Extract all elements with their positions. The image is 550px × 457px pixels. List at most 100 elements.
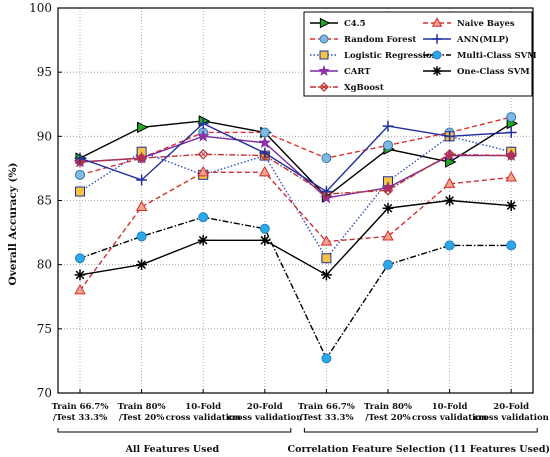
series-4-point-6-shape (444, 148, 455, 160)
legend-label-4: XgBoost (344, 83, 384, 93)
series-6-point-0 (74, 152, 86, 164)
series-6-point-5 (382, 120, 394, 132)
series-5-point-0 (74, 283, 86, 295)
legend-marker-4-shape (319, 82, 329, 92)
group-bracket-1 (303, 428, 538, 433)
legend-marker-8 (432, 66, 442, 76)
y-tick-label-1: 75 (37, 322, 52, 336)
series-4-point-2-cross (200, 151, 206, 157)
legend-label-8: One-Class SVM (457, 67, 530, 77)
series-4-point-5-cross (385, 187, 391, 193)
series-line-5 (79, 171, 512, 291)
legend-marker-7 (432, 50, 442, 60)
x-axis-ticks: Train 66.7%/Test 33.3%Train 80%/Test 20%… (52, 389, 549, 423)
y-tick-label-2: 80 (37, 258, 52, 272)
series-0-point-1 (137, 121, 149, 134)
legend-marker-5 (431, 17, 443, 27)
legend-marker-1 (319, 34, 329, 44)
series-8-point-7 (505, 200, 517, 212)
series-1-point-0 (75, 169, 85, 180)
series-7-point-0 (75, 253, 85, 264)
x-tick-label-5-0: Train 80% (364, 402, 412, 412)
y-tick-label-3: 85 (37, 194, 52, 208)
series-4-point-5-shape (382, 184, 394, 196)
y-axis-ticks: 70 75 80 85 90 95 100 (29, 1, 62, 400)
series-7-point-3 (259, 223, 270, 234)
legend-marker-2 (319, 50, 329, 60)
legend-marker-3 (318, 65, 330, 76)
legend-item-8: One-Class SVM (423, 66, 530, 77)
series-7-point-6 (444, 240, 455, 251)
series-7-point-1 (136, 231, 147, 242)
series-6-point-4 (321, 186, 332, 197)
series-6-point-7 (505, 127, 517, 138)
series-2-point-4 (321, 253, 332, 264)
legend-label-7: Multi-Class SVM (457, 51, 537, 61)
series-4-point-1-shape (136, 152, 147, 164)
series-4-point-7-cross (508, 152, 514, 159)
series-6-point-3 (259, 147, 271, 159)
legend-item-3: CART (310, 65, 371, 77)
y-axis-label: Overall Accuracy (%) (7, 163, 19, 286)
x-tick-label-7-1: cross validation (474, 413, 549, 423)
series-7-point-5 (383, 259, 393, 270)
series-5-point-5 (382, 229, 394, 241)
series-8 (74, 195, 517, 281)
series-4-point-1-cross (138, 155, 145, 161)
legend-item-0: C4.5 (310, 17, 366, 29)
x-tick-label-2-0: 10-Fold (185, 402, 221, 412)
legend-marker-4-cross (321, 84, 327, 90)
x-tick-label-7-0: 20-Fold (493, 402, 529, 412)
series-layer (73, 112, 519, 364)
series-8-point-0 (74, 269, 86, 281)
x-tick-label-6-0: 10-Fold (432, 402, 468, 412)
series-5-point-3 (259, 165, 271, 177)
series-line-3 (79, 135, 512, 199)
legend: C4.5 Random Forest Logistic Regression CART… (303, 11, 537, 97)
series-3-point-3 (258, 136, 272, 149)
series-7 (75, 212, 517, 364)
legend-label-1: Random Forest (344, 35, 416, 45)
x-tick-label-0-0: Train 66.7% (52, 402, 109, 412)
series-6-point-2 (197, 118, 209, 129)
x-tick-label-3-0: 20-Fold (247, 402, 283, 412)
x-tick-label-6-1: cross validation (412, 413, 487, 423)
series-4-point-5 (382, 184, 394, 196)
x-tick-label-1-1: /Test 20% (119, 413, 164, 423)
legend-label-5: Naive Bayes (457, 19, 515, 29)
x-tick-label-0-1: /Test 33.3% (53, 413, 107, 423)
series-7-point-4 (321, 353, 332, 364)
y-tick-label-0: 70 (37, 386, 52, 400)
legend-marker-0 (319, 17, 331, 29)
group-label-1: Correlation Feature Selection (11 Featur… (288, 444, 550, 455)
series-line-0 (79, 120, 512, 198)
series-7-point-2 (198, 212, 209, 223)
series-line-4 (79, 153, 512, 195)
series-8-point-4 (321, 269, 332, 281)
series-4-point-6 (444, 148, 455, 160)
series-5-point-1 (135, 200, 148, 212)
x-tick-label-5-1: /Test 20% (365, 413, 410, 423)
series-4-point-1 (136, 152, 147, 164)
series-6-point-1 (136, 174, 147, 186)
series-1-point-7 (506, 112, 517, 123)
series-8-point-2 (197, 234, 209, 246)
legend-marker-4 (319, 82, 329, 92)
legend-item-5: Naive Bayes (423, 17, 515, 29)
series-8-point-3 (259, 234, 271, 246)
y-tick-label-6: 100 (29, 1, 52, 15)
legend-item-7: Multi-Class SVM (423, 50, 537, 61)
legend-label-6: ANN(MLP) (456, 34, 509, 45)
legend-label-0: C4.5 (344, 19, 366, 29)
series-4-point-0-shape (74, 156, 86, 168)
x-tick-label-4-1: /Test 33.3% (299, 413, 353, 423)
legend-item-6: ANN(MLP) (423, 34, 509, 45)
x-tick-label-4-0: Train 66.7% (298, 402, 355, 412)
series-6 (74, 118, 517, 197)
series-1-point-5 (383, 140, 393, 151)
series-8-point-5 (382, 202, 394, 214)
series-0-point-6 (445, 156, 457, 168)
series-3-point-2 (196, 129, 210, 142)
series-4-point-2 (197, 148, 209, 160)
